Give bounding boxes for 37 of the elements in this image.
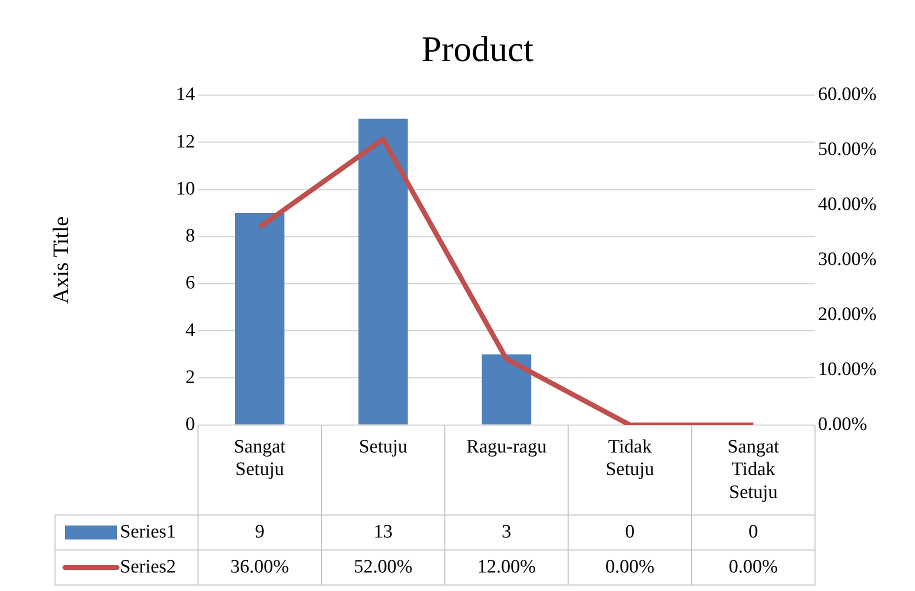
y-tick-label: 14 [176, 84, 196, 106]
y-axis-title: Axis Title [48, 216, 73, 304]
data-label: 12.00% [477, 556, 536, 578]
y-tick-label: 6 [186, 272, 195, 294]
x-tick-label: Ragu-ragu [466, 436, 548, 458]
data-label: 0.00% [728, 556, 778, 578]
chart-title: Product [422, 29, 534, 70]
bar [235, 212, 284, 424]
y2-tick-label: 0.00% [818, 414, 868, 435]
x-tick-label: Setuju [358, 436, 408, 458]
y-tick-label: 12 [176, 131, 195, 152]
y2-tick-label: 60.00% [818, 84, 877, 106]
y-tick-label: 10 [176, 178, 195, 200]
data-label: 52.00% [354, 556, 413, 578]
data-label: 0 [748, 521, 758, 542]
data-label: 0 [625, 521, 635, 542]
data-label: 13 [374, 521, 393, 542]
y-tick-label: 4 [186, 320, 196, 341]
y2-tick-label: 20.00% [818, 304, 877, 326]
x-tick-label: Sangat Tidak Setuju [727, 436, 780, 503]
bar [358, 118, 408, 424]
y2-tick-label: 30.00% [818, 249, 877, 270]
legend-label: Series2 [120, 556, 176, 578]
y2-tick-label: 40.00% [818, 194, 877, 216]
x-tick-label: Tidak Setuju [606, 436, 655, 480]
data-label: 9 [254, 521, 264, 542]
x-tick-label: Sangat Setuju [234, 436, 286, 480]
legend-label: Series1 [120, 521, 176, 542]
y2-tick-label: 50.00% [818, 139, 877, 160]
data-label: 0.00% [605, 556, 655, 578]
y-tick-label: 2 [186, 366, 195, 388]
y2-tick-label: 10.00% [818, 359, 877, 380]
data-label: 36.00% [230, 556, 290, 578]
data-label: 3 [502, 521, 512, 542]
y-tick-label: 0 [186, 414, 195, 435]
bar [482, 354, 532, 424]
y-tick-label: 8 [186, 226, 195, 247]
